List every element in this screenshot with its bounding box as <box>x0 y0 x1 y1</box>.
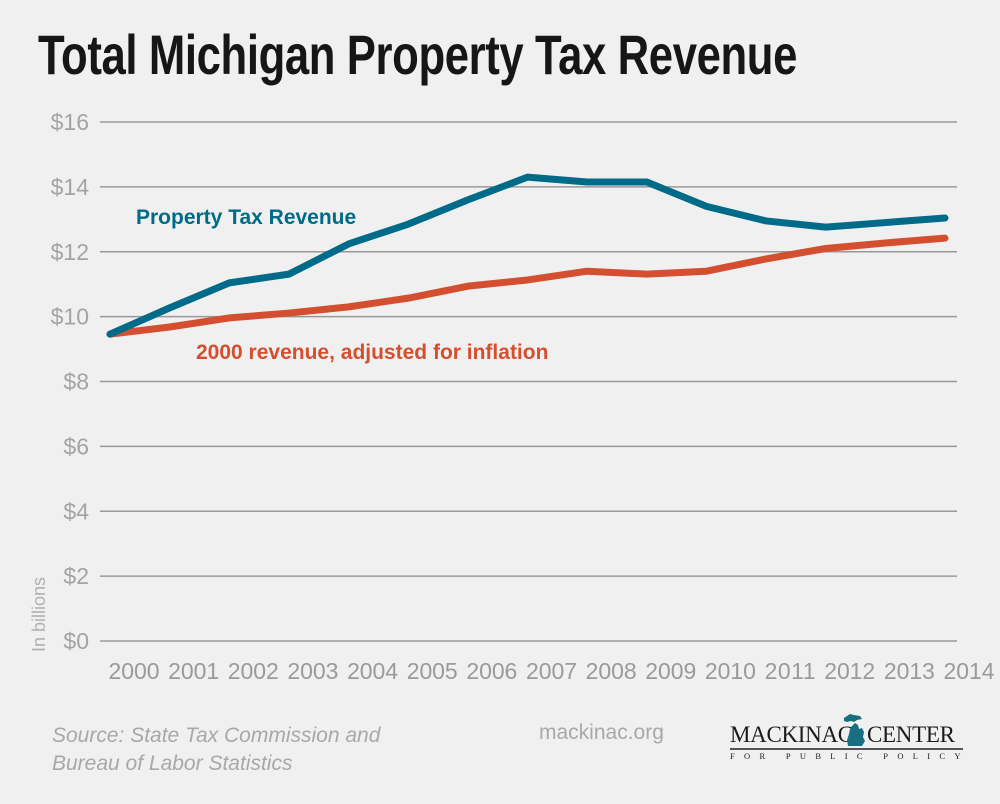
x-tick-label: 2011 <box>765 658 816 684</box>
x-tick-label: 2004 <box>347 658 398 684</box>
series-line-property-tax-revenue <box>106 173 949 338</box>
x-tick-label: 2009 <box>645 658 696 684</box>
x-tick-label: 2000 <box>109 658 160 684</box>
x-tick-label: 2005 <box>407 658 458 684</box>
mackinac-center-logo: MACKINAC CENTER FOR PUBLIC POLICY <box>730 706 970 761</box>
y-tick-label: $2 <box>63 563 89 589</box>
source-line: Bureau of Labor Statistics <box>52 752 293 775</box>
logo-name-left: MACKINAC <box>730 722 853 747</box>
y-tick-label: $0 <box>63 628 89 654</box>
y-tick-label: $6 <box>63 433 89 459</box>
y-tick-label: $10 <box>51 304 89 330</box>
x-tick-label: 2014 <box>944 658 995 684</box>
gridlines <box>100 121 957 642</box>
y-tick-label: $4 <box>63 498 89 524</box>
x-tick-label: 2001 <box>168 658 219 684</box>
y-tick-label: $16 <box>51 109 89 135</box>
x-tick-label: 2010 <box>705 658 756 684</box>
x-tick-label: 2007 <box>526 658 577 684</box>
chart-title: Total Michigan Property Tax Revenue <box>38 23 798 86</box>
x-tick-label: 2002 <box>228 658 279 684</box>
y-tick-label: $12 <box>51 239 89 265</box>
logo-divider <box>730 748 963 750</box>
michigan-map-icon <box>844 714 865 746</box>
source-line: Source: State Tax Commission and <box>52 724 381 747</box>
source-note: Source: State Tax Commission and Bureau … <box>52 722 380 778</box>
x-tick-label: 2012 <box>824 658 875 684</box>
y-axis-unit-label: In billions <box>29 577 49 652</box>
x-tick-label: 2003 <box>287 658 338 684</box>
y-tick-label: $14 <box>51 174 90 200</box>
x-tick-label: 2013 <box>884 658 935 684</box>
x-tick-label: 2006 <box>466 658 517 684</box>
series-label-property-tax-revenue: Property Tax Revenue <box>136 206 356 229</box>
x-axis-ticks: 2000 2001 2002 2003 2004 2005 2006 2007 2008 2009… <box>109 658 995 684</box>
series-label-inflation-adjusted: 2000 revenue, adjusted for inflation <box>196 341 548 364</box>
y-axis-ticks: $0 $2 $4 $6 $8 $10 $12 $14 $16 <box>51 109 90 654</box>
x-tick-label: 2008 <box>586 658 637 684</box>
series-line-inflation-adjusted <box>106 234 949 338</box>
website-link[interactable]: mackinac.org <box>539 721 664 744</box>
logo-tagline: FOR PUBLIC POLICY <box>730 751 970 761</box>
series-lines <box>106 173 949 338</box>
y-tick-label: $8 <box>63 369 89 395</box>
logo-name-right: CENTER <box>867 722 955 747</box>
